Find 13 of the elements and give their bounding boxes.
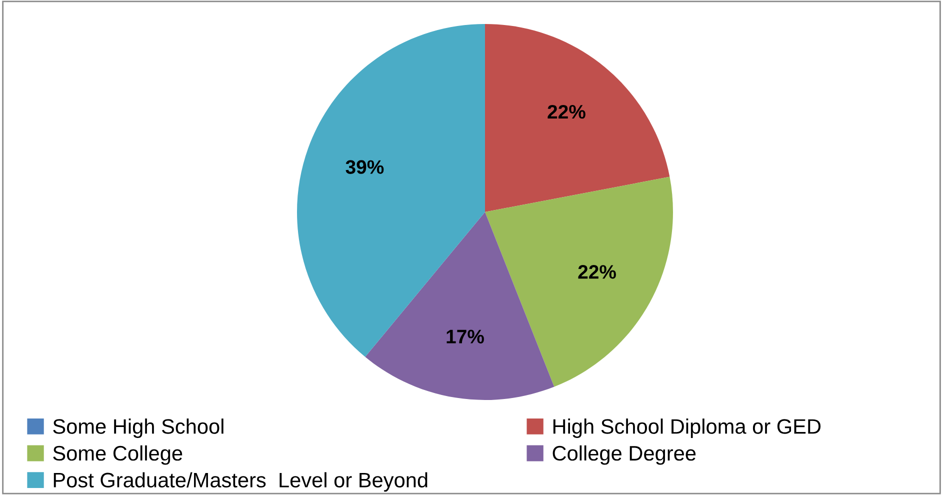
data-label: 22% [548,104,586,119]
legend-label: Post Graduate/Masters Level or Beyond [54,472,428,492]
legend-label: Some High School [53,418,224,438]
legend-label: High School Diploma or GED [553,418,821,438]
data-label: 39% [346,160,384,174]
pie-slice [485,176,673,387]
pie-slice [297,24,485,357]
data-label: 22% [578,265,616,279]
legend-label: Some College [53,445,182,465]
legend-label: College Degree [552,445,696,465]
data-label: 17% [446,330,484,344]
pie-slice [365,212,554,400]
pie-slice [485,24,670,212]
